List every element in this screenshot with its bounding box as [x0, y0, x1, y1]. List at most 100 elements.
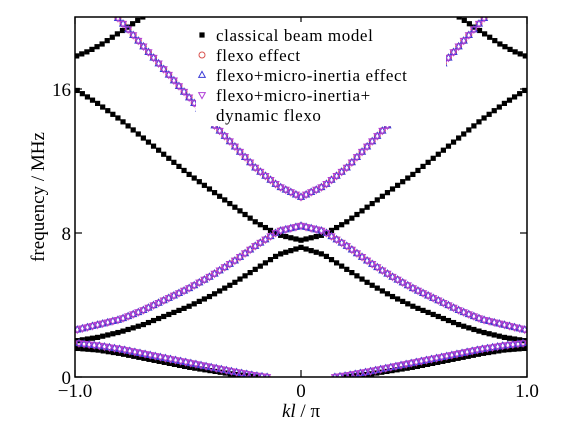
- data-point: [110, 349, 117, 356]
- data-point: [253, 374, 259, 377]
- legend-label: flexo+micro-inertia effect: [216, 66, 407, 85]
- data-point: [130, 325, 136, 331]
- legend-label: classical beam model: [216, 26, 373, 45]
- data-point: [89, 97, 96, 103]
- data-point: [396, 362, 406, 370]
- data-point: [512, 49, 518, 55]
- data-point: [150, 143, 157, 149]
- data-point: [493, 341, 502, 350]
- data-point: [186, 360, 195, 368]
- data-point: [176, 163, 182, 169]
- data-point: [374, 197, 380, 203]
- data-point: [114, 31, 120, 37]
- data-point: [169, 75, 179, 84]
- data-point: [410, 303, 416, 309]
- data-point: [522, 53, 527, 59]
- data-point: [333, 224, 340, 231]
- data-point: [262, 260, 269, 266]
- data-point: [464, 32, 473, 40]
- data-point: [140, 135, 146, 141]
- data-point: [384, 291, 391, 297]
- data-point: [465, 353, 471, 359]
- data-point: [217, 193, 223, 199]
- data-point: [517, 337, 523, 343]
- data-point: [75, 87, 80, 94]
- data-point: [378, 265, 387, 274]
- data-point: [464, 311, 473, 319]
- data-point: [445, 357, 451, 363]
- data-point: [298, 237, 304, 243]
- data-point: [337, 168, 346, 177]
- data-point: [359, 276, 365, 282]
- data-point: [383, 269, 392, 277]
- data-point: [471, 326, 477, 333]
- data-point: [418, 288, 428, 297]
- data-point: [491, 332, 497, 338]
- data-point: [240, 154, 250, 162]
- data-point: [442, 353, 451, 361]
- data-point: [346, 370, 354, 377]
- data-point: [461, 131, 467, 137]
- data-point: [373, 131, 382, 139]
- data-point: [412, 359, 421, 367]
- data-point: [89, 46, 95, 52]
- data-point: [291, 191, 301, 200]
- data-point: [196, 298, 202, 304]
- data-point: [522, 87, 527, 94]
- data-point: [376, 366, 385, 374]
- data-point: [322, 228, 331, 236]
- data-point: [430, 155, 436, 161]
- data-point: [248, 370, 256, 377]
- data-point: [373, 133, 382, 141]
- data-point: [235, 147, 245, 155]
- data-point: [342, 241, 351, 249]
- data-point: [330, 374, 340, 377]
- data-point: [115, 350, 122, 356]
- data-point: [105, 344, 114, 353]
- data-point: [130, 21, 136, 27]
- data-point: [450, 356, 456, 362]
- data-point: [469, 313, 479, 321]
- data-point: [235, 252, 245, 260]
- data-point: [95, 342, 104, 351]
- data-point: [266, 231, 275, 240]
- data-point: [410, 171, 416, 178]
- data-point: [151, 353, 160, 361]
- data-point: [384, 190, 391, 196]
- data-point: [123, 313, 133, 321]
- data-point: [119, 27, 126, 34]
- data-point: [100, 333, 106, 339]
- data-marks: [75, 17, 527, 377]
- data-point: [400, 298, 406, 304]
- data-point: [110, 111, 116, 117]
- data-point: [186, 303, 192, 309]
- data-point: [144, 303, 153, 311]
- y-axis-label: frequency / MHz: [28, 132, 49, 262]
- data-point: [215, 126, 224, 134]
- x-axis-label-italic: kl: [282, 401, 296, 422]
- data-point: [344, 219, 350, 225]
- data-point: [129, 30, 138, 38]
- data-point: [371, 367, 380, 375]
- data-point: [225, 259, 234, 267]
- data-point: [381, 365, 390, 373]
- data-point: [115, 346, 124, 354]
- data-point: [115, 115, 121, 121]
- data-point: [296, 222, 306, 231]
- data-point: [154, 60, 163, 69]
- data-point: [486, 331, 492, 337]
- data-point: [478, 346, 487, 354]
- data-point: [220, 262, 229, 271]
- data-point: [149, 54, 158, 63]
- data-point: [486, 111, 492, 117]
- data-point: [332, 172, 341, 181]
- data-point: [222, 285, 228, 291]
- data-point: [492, 38, 498, 44]
- data-point: [409, 364, 415, 370]
- data-point: [80, 346, 86, 352]
- data-point: [470, 352, 476, 358]
- data-point: [230, 143, 240, 152]
- data-point: [176, 307, 182, 313]
- data-point: [379, 193, 385, 199]
- data-point: [83, 324, 92, 332]
